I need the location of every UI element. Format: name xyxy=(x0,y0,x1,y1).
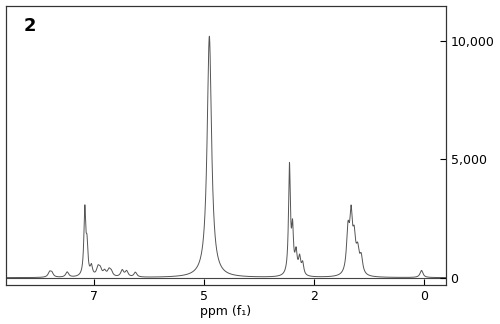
Text: 2: 2 xyxy=(23,17,36,35)
X-axis label: ppm (f₁): ppm (f₁) xyxy=(200,306,251,318)
